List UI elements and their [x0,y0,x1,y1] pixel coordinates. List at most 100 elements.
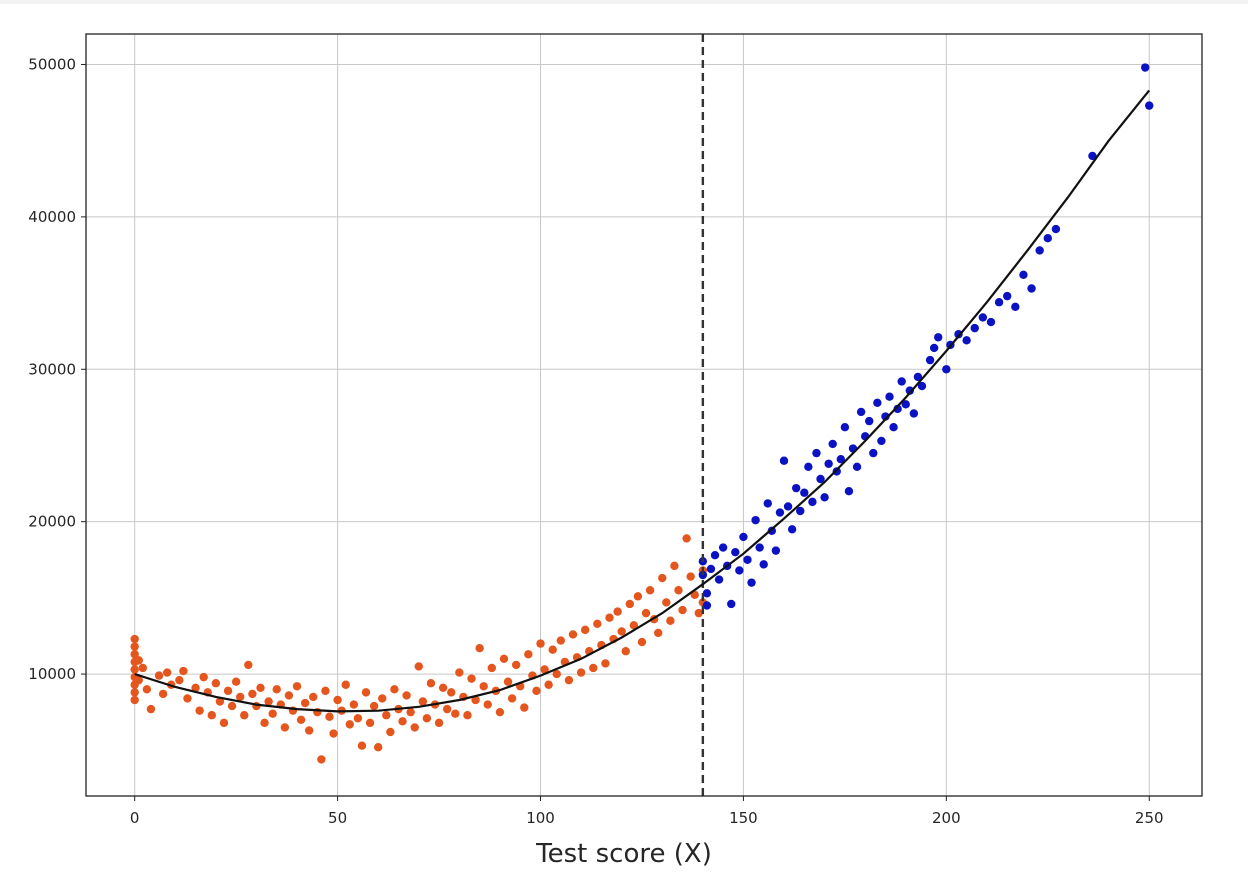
data-point-orange [471,695,480,705]
data-point-orange [130,695,139,705]
data-point-blue [820,493,829,502]
data-point-blue [714,575,724,584]
data-point-blue [1011,302,1020,311]
data-point-orange [686,572,695,581]
x-tick-label: 150 [729,809,758,827]
data-point-orange [536,639,545,648]
data-point-orange [219,718,229,728]
data-point-blue [1043,234,1052,243]
data-point-orange [463,711,472,720]
data-point-orange [365,718,375,728]
data-point-orange [138,663,148,673]
data-point-orange [398,717,407,726]
data-point-orange [499,654,509,664]
data-point-orange [633,592,643,601]
data-point-orange [292,682,302,691]
data-point-orange [540,665,549,674]
data-point-blue [1035,246,1044,255]
data-point-orange [317,755,326,764]
data-point-orange [179,666,188,676]
data-point-orange [296,715,306,724]
data-point-orange [345,720,354,729]
data-point-orange [195,706,204,715]
data-point-orange [373,743,383,752]
data-point-blue [787,525,797,534]
data-point-blue [901,400,910,409]
data-point-blue [1019,270,1028,279]
data-point-blue [929,343,939,353]
data-point-orange [641,608,651,618]
data-point-orange [487,663,497,673]
data-point-orange [475,643,484,653]
data-point-blue [759,560,768,569]
data-point-orange [386,727,395,737]
data-point-blue [877,436,886,446]
data-point-blue [934,333,943,342]
data-point-orange [422,714,432,723]
data-point-orange [260,718,269,728]
data-point-orange [361,688,371,697]
data-point-blue [743,555,752,564]
data-point-orange [451,709,460,718]
data-point-orange [503,677,513,686]
data-point-blue [994,298,1004,307]
data-point-orange [333,695,342,705]
data-point-orange [329,729,338,738]
x-axis-title: Test score (X) [535,839,712,869]
data-point-orange [564,675,574,685]
data-point-blue [840,422,850,432]
data-point-blue [881,412,890,421]
data-point-blue [889,422,898,432]
data-point-orange [130,688,139,697]
x-tick-label: 250 [1135,809,1164,827]
y-tick-label: 30000 [28,360,76,378]
data-point-orange [532,686,541,696]
data-point-orange [495,707,505,717]
data-point-blue [816,474,825,484]
x-tick-label: 50 [328,809,347,827]
data-point-blue [885,392,894,401]
data-point-orange [589,663,598,673]
data-point-orange [617,627,626,636]
data-point-orange [227,701,237,711]
data-point-blue [779,456,789,465]
data-point-orange [357,741,367,750]
data-point-blue [1051,224,1061,234]
data-point-blue [1145,101,1154,110]
data-point-orange [593,619,602,628]
data-point-orange [479,682,488,691]
data-point-blue [808,497,817,507]
data-point-blue [909,409,919,418]
data-point-blue [731,547,740,557]
data-point-orange [580,625,590,635]
x-tick-label: 0 [130,809,140,827]
data-point-orange [248,689,257,699]
data-point-blue [698,570,708,580]
data-point-orange [154,671,164,680]
data-point-orange [406,707,415,717]
data-point-orange [568,630,578,639]
data-point-blue [832,467,841,476]
x-tick-label: 100 [526,809,555,827]
data-point-blue [905,386,915,395]
data-point-orange [662,598,671,607]
data-point-blue [710,551,720,560]
data-point-orange [402,691,411,700]
y-tick-label: 10000 [28,665,76,683]
data-point-blue [917,381,927,391]
top-strip [0,0,1248,4]
data-point-blue [718,543,728,552]
data-point-orange [483,700,492,709]
data-point-blue [804,462,813,472]
data-point-orange [410,723,419,732]
data-point-orange [256,683,265,692]
data-point-blue [893,404,902,414]
data-point-orange [236,692,245,702]
data-point-orange [507,694,517,703]
data-point-orange [674,586,683,595]
data-point-orange [325,712,334,721]
data-point-orange [414,662,423,671]
data-point-blue [852,462,862,472]
data-point-orange [467,674,476,683]
